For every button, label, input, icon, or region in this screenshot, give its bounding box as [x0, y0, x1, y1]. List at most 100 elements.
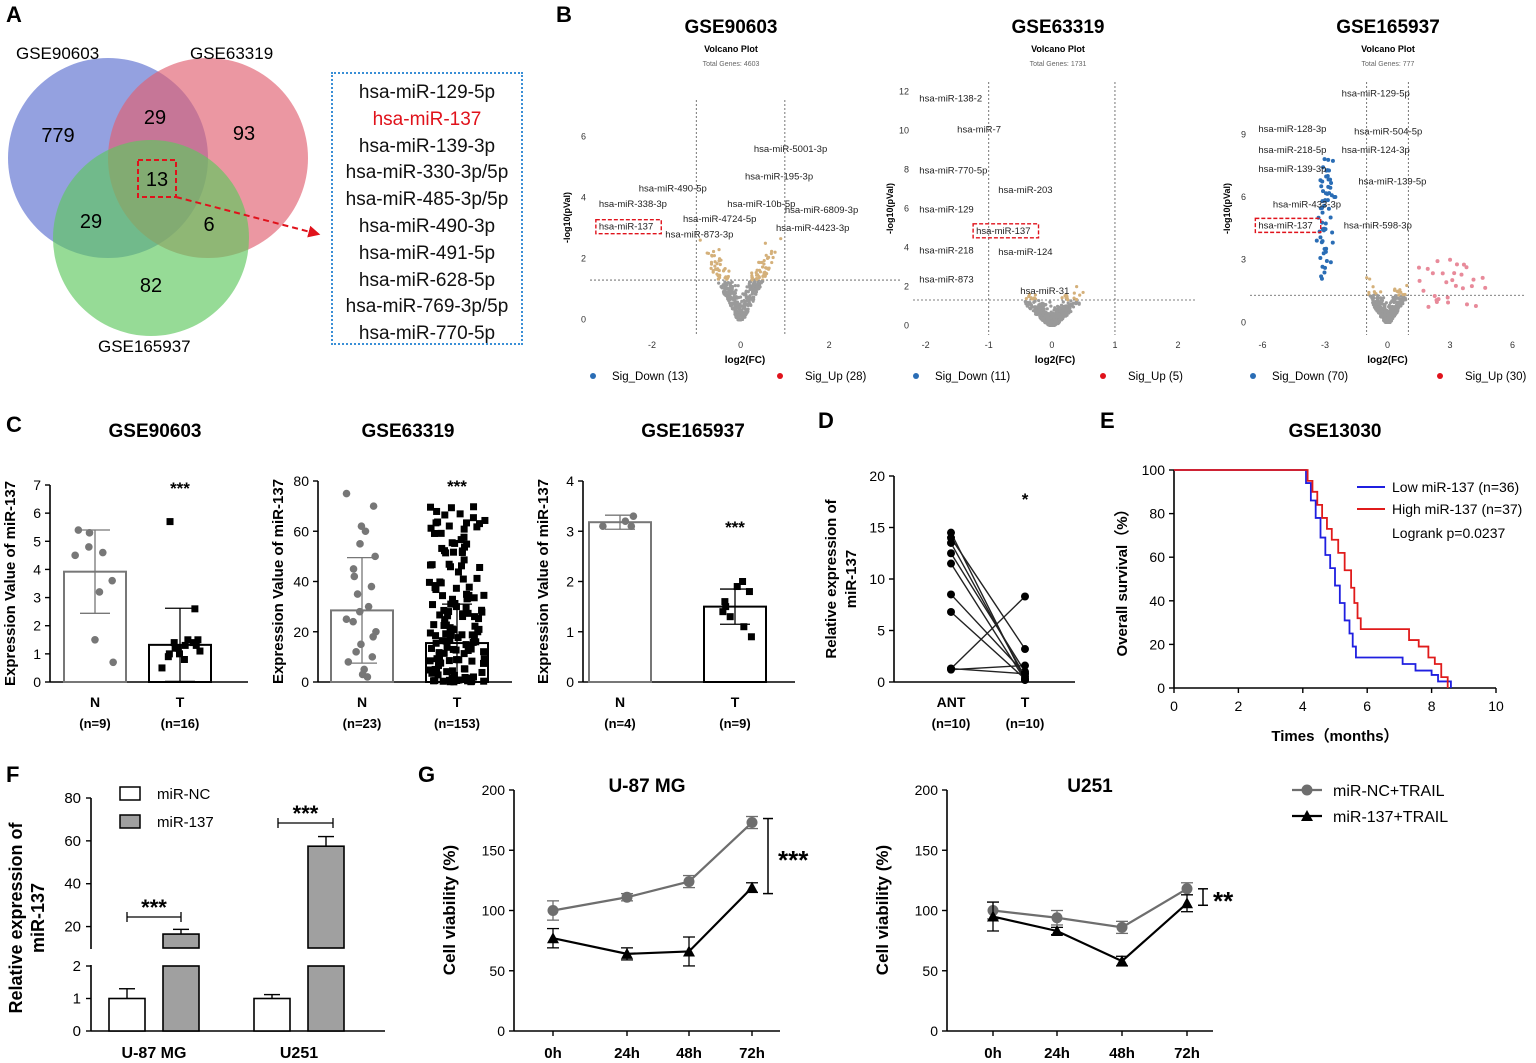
data-point [364, 602, 373, 611]
data-point [459, 575, 467, 583]
volcano-point [743, 301, 747, 305]
volcano-point [762, 262, 766, 266]
sample-size-label: (n=16) [161, 716, 200, 731]
volcano-gene-label: hsa-miR-5001-3p [754, 144, 827, 155]
pair-line [950, 537, 1026, 650]
volcano-point [1379, 290, 1383, 294]
y-tick-label: 40 [64, 876, 81, 893]
series-line [552, 886, 753, 955]
y-tick-label: 100 [915, 903, 939, 919]
significance-label: *** [725, 518, 745, 537]
volcano-point [1036, 309, 1040, 313]
data-point [451, 539, 459, 547]
volcano-point-down [1326, 157, 1331, 162]
y-tick-label: 4 [33, 561, 41, 577]
y-tick-label: 6 [33, 505, 41, 521]
volcano-point-down [1319, 240, 1324, 245]
data-point [184, 636, 192, 644]
data-point [425, 578, 433, 586]
data-point [371, 552, 379, 561]
volcano-point [1030, 305, 1034, 309]
volcano-point-down [1328, 260, 1333, 265]
volcano-gene-label: hsa-miR-504-5p [1354, 126, 1422, 137]
data-point [478, 668, 486, 676]
panel-label-c: C [6, 412, 22, 437]
data-point [440, 649, 448, 657]
data-point [456, 510, 464, 518]
volcano-point [761, 279, 765, 283]
y-tick-label: 60 [1149, 549, 1165, 565]
y-tick-label: 6 [904, 204, 909, 214]
volcano-point [769, 252, 773, 256]
volcano-point [717, 273, 722, 277]
mirna-item-highlight: hsa-miR-137 [372, 108, 482, 130]
volcano-point [755, 268, 759, 272]
survival-plot: GSE13030 0 20 40 60 80 100 0 2 4 6 8 10 Times（months）… [1113, 421, 1522, 745]
data-point [733, 583, 741, 591]
volcano-point [1061, 306, 1065, 310]
data-point [468, 631, 476, 639]
volcano-point [1391, 313, 1395, 317]
data-point [470, 503, 478, 511]
volcano-point [770, 260, 774, 265]
volcano-point [709, 266, 713, 270]
y-tick-label: 6 [581, 132, 586, 142]
data-point [180, 655, 188, 663]
volcano-point [748, 287, 752, 292]
volcano-point [1052, 321, 1056, 326]
volcano-point [742, 311, 746, 316]
volcano-point [1039, 309, 1043, 313]
data-point [453, 677, 461, 685]
legend-label: miR-137 [157, 814, 214, 831]
volcano-point [739, 318, 743, 322]
volcano-point [1043, 311, 1047, 315]
chart-title: GSE90603 [109, 421, 202, 442]
data-point [480, 677, 488, 685]
volcano-point [738, 295, 743, 299]
volcano-point [724, 293, 728, 298]
data-point [481, 516, 489, 524]
survival-curve [1174, 469, 1452, 688]
x-tick-label: 2 [827, 340, 832, 350]
volcano-gene-label: hsa-miR-138-2 [919, 93, 982, 104]
venn-label-gse165937: GSE165937 [98, 337, 191, 356]
volcano-point [1368, 277, 1372, 281]
y-tick-label: 2 [581, 254, 586, 264]
volcano-point [1038, 312, 1042, 316]
volcano-point [1389, 305, 1393, 310]
y-axis-label: Cell viability (%) [873, 845, 892, 975]
y-tick-label: 50 [922, 963, 938, 979]
volcano-point-up [1417, 278, 1422, 283]
y-tick-label: 0 [301, 674, 309, 690]
data-point [439, 677, 447, 685]
volcano-point [709, 260, 714, 265]
volcano-gene-label: hsa-miR-4724-5p [683, 214, 756, 225]
data-point [1181, 883, 1193, 895]
volcano-point [1065, 294, 1069, 299]
y-axis-label: Overall survival（%） [1113, 501, 1131, 656]
data-point-ant [947, 664, 955, 673]
data-point [454, 634, 462, 642]
volcano-point [730, 296, 734, 300]
volcano-point [750, 271, 754, 275]
volcano-point-down [1321, 189, 1326, 194]
volcano-point [1383, 310, 1387, 314]
overlap-mirna-list: hsa-miR-129-5p hsa-miR-137 hsa-miR-139-3… [331, 72, 523, 345]
data-point [439, 592, 447, 600]
volcano-point [1389, 299, 1394, 304]
volcano-point [755, 282, 760, 287]
data-point [442, 630, 450, 638]
data-point [194, 636, 202, 644]
volcano-gene-label: hsa-miR-129-5p [1342, 89, 1410, 100]
data-point [426, 629, 434, 637]
volcano-point [1058, 317, 1062, 321]
volcano-point [755, 273, 759, 277]
volcano-point [1038, 305, 1042, 310]
data-point [621, 947, 633, 959]
volcano-point [750, 278, 754, 282]
volcano-title: GSE90603 [685, 17, 778, 38]
pair-line [950, 552, 1026, 673]
data-point [426, 561, 434, 569]
volcano-point-down [1323, 191, 1328, 196]
venn-count-only-b: 93 [233, 123, 255, 145]
